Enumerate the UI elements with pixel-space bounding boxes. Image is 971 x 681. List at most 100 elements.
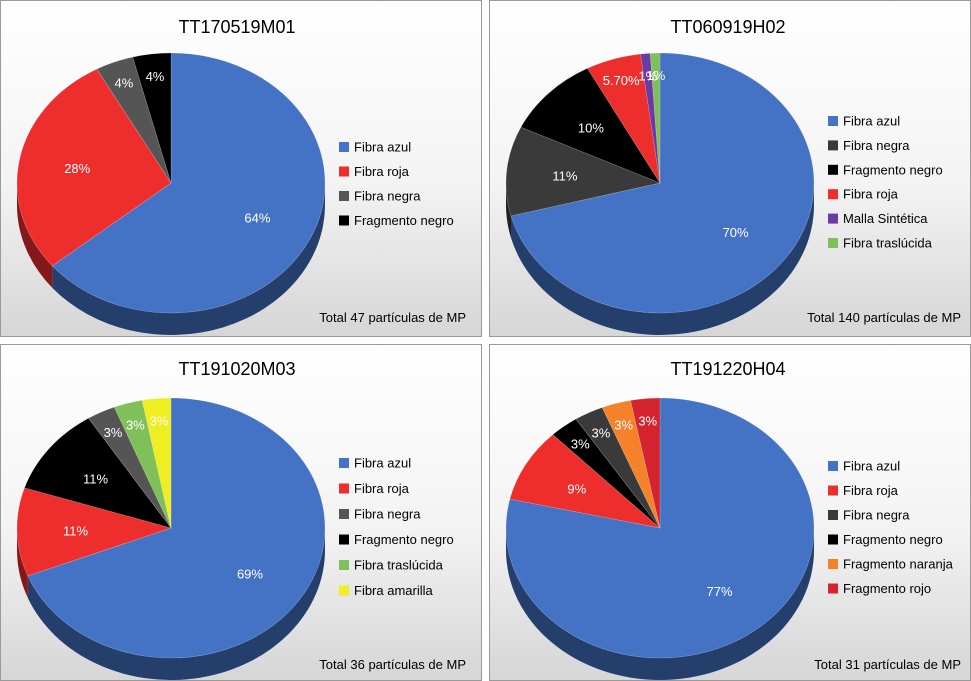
slice-label-fibra-negra: 3% [591, 425, 610, 440]
legend-label-fibra-negra: Fibra negra [843, 508, 910, 523]
legend-swatch-fibra-traslucida [828, 238, 838, 248]
legend-label-fragmento-negro: Fragmento negro [843, 532, 943, 547]
legend-swatch-fragmento-negro [339, 215, 349, 226]
chart-panel-1: TT170519M01 64% 28% 4% 4% Fibra azul Fibra r… [0, 0, 482, 337]
legend-swatch-fibra-amarilla [339, 585, 349, 596]
pie-slice-fibra-roja [16, 68, 172, 267]
legend-label-fibra-negra: Fibra negra [354, 507, 421, 522]
legend-label-fibra-azul: Fibra azul [354, 456, 411, 471]
legend-swatch-fragmento-naranja [828, 559, 838, 569]
legend-swatch-fibra-azul [339, 142, 349, 152]
pie-slice-fragmento-negro [24, 417, 172, 529]
slice-label-fibra-roja: 28% [64, 161, 90, 176]
legend-swatch-fibra-negra [828, 510, 838, 520]
legend-label-fibra-roja: Fibra roja [354, 481, 410, 496]
pie-slice-fragmento-naranja [601, 400, 661, 529]
chart-total: Total 36 partículas de MP [319, 657, 466, 672]
legend-swatch-fibra-negra [339, 509, 349, 519]
legend-swatch-malla-sintetica [828, 213, 838, 224]
legend-swatch-fragmento-rojo [828, 583, 838, 594]
legend-label-fragmento-negro: Fragmento negro [354, 213, 454, 228]
legend-swatch-fibra-roja [828, 485, 838, 496]
pie-slice-fibra-azul [505, 397, 815, 659]
legend-label-fibra-roja: Fibra roja [843, 483, 899, 498]
slice-label-malla-sintetica: 1% [638, 69, 657, 84]
legend-label-fibra-amarilla: Fibra amarilla [354, 583, 434, 598]
legend-swatch-fibra-negra [339, 191, 349, 201]
pie-side-fibra-azul [52, 183, 325, 336]
legend-label-fibra-negra: Fibra negra [843, 138, 910, 153]
pie-side-fibra-azul [27, 528, 325, 680]
legend-swatch-fibra-azul [828, 116, 838, 126]
slice-label-fibra-negra: 4% [115, 76, 134, 91]
chart-panel-4: TT191220H04 77% 9% 3% 3% 3% 3% Fibra azul Fibr… [489, 344, 971, 681]
slice-label-fibra-roja: 5.70% [603, 73, 640, 88]
chart-title: TT060919H02 [670, 17, 785, 37]
chart-title: TT170519M01 [178, 17, 295, 37]
legend-swatch-fibra-azul [339, 458, 349, 468]
pie-chart-3: TT191020M03 69%11%11%3% 3% 3% Fibra azulFi… [16, 359, 466, 680]
pie-slice-fibra-roja [587, 53, 661, 184]
chart-panel-2: TT060919H02 70% 11% 10% 5.70% 1% 1% Fibra azu… [489, 0, 971, 337]
legend-label-fibra-negra: Fibra negra [354, 189, 421, 204]
pie-side-fibra-roja [17, 528, 28, 598]
pie-slice-fragmento-negro [132, 52, 172, 184]
slice-label-fibra-negra: 3% [104, 425, 123, 440]
pie-side-fibra-negra [506, 183, 512, 238]
chart-total: Total 47 partículas de MP [319, 310, 466, 325]
slice-label-fibra-negra: 11% [552, 168, 577, 183]
legend-label-fibra-azul: Fibra azul [354, 140, 411, 155]
chart-total: Total 140 partículas de MP [807, 310, 961, 325]
pie-slice-malla-sintetica [640, 52, 661, 184]
slice-label-fibra-traslucida: 1% [647, 68, 666, 83]
pie-slice-fibra-negra [88, 406, 172, 529]
pie-slice-fibra-azul [27, 397, 326, 659]
pie-side-fibra-azul [511, 183, 814, 335]
slice-label-fibra-azul: 69% [237, 566, 263, 581]
pie-slice-fragmento-negro [552, 418, 661, 529]
pie-slice-fibra-negra [96, 56, 172, 184]
pie-side-fibra-roja [17, 183, 53, 288]
legend-swatch-fibra-azul [828, 461, 838, 471]
slice-label-fibra-azul: 64% [244, 210, 270, 225]
legend-swatch-fragmento-negro [828, 534, 838, 545]
chart-title: TT191220H04 [670, 359, 785, 379]
slice-label-fragmento-negro: 11% [83, 472, 108, 487]
chart-panel-3: TT191020M03 69% 11% 11% 3% 3% 3% Fibra azul Fi… [0, 344, 482, 681]
legend-swatch-fibra-roja [339, 166, 349, 177]
slice-label-fibra-roja: 9% [567, 481, 586, 496]
pie-chart-4: TT191220H04 77%9%3%3%3% 3% Fibra azulFibr… [505, 359, 961, 680]
legend-swatch-fragmento-negro [828, 164, 838, 175]
pie-slice-fibra-roja [16, 487, 173, 577]
pie-slice-fragmento-rojo [630, 397, 661, 529]
slice-label-fibra-traslucida: 3% [126, 417, 145, 432]
pie-chart-1: TT170519M01 64% 28% 4% 4% Fibra azul Fibra r… [16, 17, 466, 336]
legend-label-fragmento-negro: Fragmento negro [354, 532, 454, 547]
slice-label-fragmento-negro: 3% [571, 437, 590, 452]
pie-slice-fibra-negra [505, 126, 662, 217]
legend-label-fragmento-negro: Fragmento negro [843, 162, 943, 177]
pie-slice-fibra-amarilla [141, 397, 172, 529]
slice-label-fragmento-naranja: 3% [614, 418, 633, 433]
pie-side-fibra-azul [506, 528, 814, 680]
legend-label-fibra-roja: Fibra roja [354, 164, 410, 179]
slice-label-fragmento-negro: 10% [578, 120, 604, 135]
legend-label-fibra-traslucida: Fibra traslúcida [843, 236, 933, 251]
legend-label-fragmento-naranja: Fragmento naranja [843, 557, 954, 572]
pie-chart-2: TT060919H02 70%11%10%5.70%1%1% Fibra azu… [505, 17, 961, 335]
legend-swatch-fibra-roja [828, 189, 838, 200]
legend-label-fibra-azul: Fibra azul [843, 459, 900, 474]
pie-slice-fibra-roja [509, 434, 662, 529]
chart-title: TT191020M03 [178, 359, 295, 379]
legend-label-fibra-roja: Fibra roja [843, 187, 899, 202]
legend-swatch-fibra-roja [339, 483, 349, 494]
pie-slice-fragmento-negro [520, 67, 661, 184]
legend-label-fragmento-rojo: Fragmento rojo [843, 581, 931, 596]
slice-label-fragmento-negro: 4% [146, 69, 165, 84]
pie-slice-fibra-azul [51, 52, 326, 314]
legend-label-malla-sintetica: Malla Sintética [843, 211, 928, 226]
pie-slice-fibra-azul [510, 52, 815, 314]
pie-slice-fibra-traslucida [649, 52, 661, 184]
legend-swatch-fibra-negra [828, 140, 838, 151]
slice-label-fibra-roja: 11% [63, 524, 88, 539]
